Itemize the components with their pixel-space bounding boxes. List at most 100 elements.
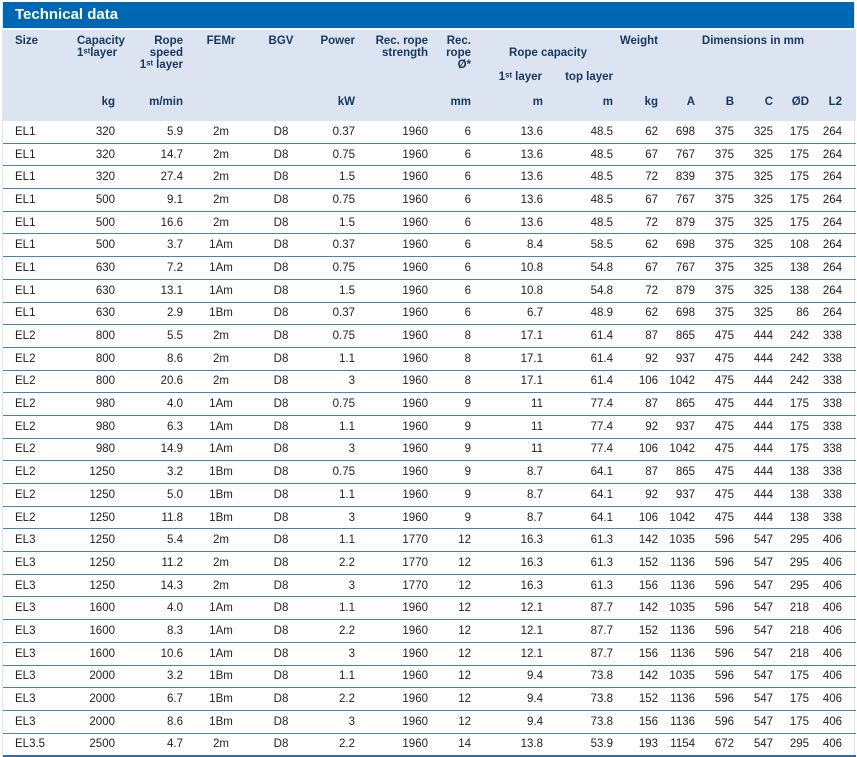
table-cell: 295 <box>779 733 816 757</box>
table-cell: 6 <box>434 143 477 167</box>
table-cell: 4.0 <box>121 596 189 621</box>
table-row: EL3 1600 4.0 1Am D8 1.1 1960 12 12.1 87.7 142 1035 5… <box>3 596 857 621</box>
table-cell: D8 <box>253 710 309 734</box>
table-cell: 9 <box>434 438 477 462</box>
table-cell: 375 <box>701 211 741 235</box>
table-cell: 547 <box>740 619 780 643</box>
table-cell: 17.1 <box>477 370 549 394</box>
table-cell: 14.3 <box>121 574 189 598</box>
table-cell: 67 <box>619 143 665 167</box>
table-cell: 48.5 <box>549 188 620 212</box>
col-header-dim-d: ØD <box>779 95 816 121</box>
table-cell: 3.7 <box>121 233 189 258</box>
table-cell: 175 <box>779 438 816 462</box>
table-cell: EL2 <box>3 392 77 416</box>
table-cell: 338 <box>815 460 857 484</box>
table-cell: 87 <box>619 324 665 348</box>
table-cell: 1136 <box>664 619 702 643</box>
table-cell: 54.8 <box>549 256 620 280</box>
table-row: EL2 800 5.5 2m D8 0.75 1960 8 17.1 61.4 87 865 475 44… <box>3 324 857 348</box>
table-cell: 375 <box>701 121 741 144</box>
table-row: EL2 1250 3.2 1Bm D8 0.75 1960 9 8.7 64.1 87 865 475 4… <box>3 460 857 484</box>
table-cell: 1960 <box>361 642 434 666</box>
table-cell: D8 <box>253 528 309 553</box>
table-cell: 12 <box>434 665 477 689</box>
table-cell: 11 <box>477 415 549 439</box>
table-cell: 2m <box>189 143 253 167</box>
col-header-top-layer: top layer <box>565 71 614 83</box>
table-cell: 10.8 <box>477 279 549 303</box>
table-cell: 1250 <box>77 528 121 553</box>
table-cell: 2000 <box>77 687 121 711</box>
table-cell: 106 <box>619 370 665 394</box>
col-header-size: Size <box>3 30 77 95</box>
table-cell: 8 <box>434 347 477 371</box>
table-cell: 1Bm <box>189 483 253 507</box>
table-cell: 2m <box>189 211 253 235</box>
table-cell: 8.6 <box>121 347 189 371</box>
table-cell: 13.6 <box>477 143 549 167</box>
col-header-dim-l2: L2 <box>815 95 857 121</box>
table-cell: 1136 <box>664 687 702 711</box>
table-cell: 444 <box>740 370 780 394</box>
table-cell: 264 <box>815 121 857 144</box>
table-cell: 1960 <box>361 460 434 484</box>
table-cell: 48.5 <box>549 143 620 167</box>
table-cell: 8 <box>434 324 477 348</box>
table-cell: 92 <box>619 347 665 371</box>
table-cell: 475 <box>701 370 741 394</box>
table-cell: 6 <box>434 211 477 235</box>
table-cell: 325 <box>740 211 780 235</box>
table-cell: EL2 <box>3 324 77 348</box>
table-cell: 13.6 <box>477 211 549 235</box>
table-cell: 16.3 <box>477 574 549 598</box>
table-cell: 6.7 <box>121 687 189 711</box>
col-header-dimensions: Dimensions in mm <box>664 30 857 95</box>
table-cell: 767 <box>664 143 702 167</box>
table-cell: 444 <box>740 324 780 348</box>
table-cell: 338 <box>815 483 857 507</box>
table-cell: 1960 <box>361 392 434 416</box>
table-cell: 879 <box>664 211 702 235</box>
table-cell: 1250 <box>77 551 121 575</box>
table-cell: 2.2 <box>309 619 361 643</box>
table-cell: EL3 <box>3 551 77 575</box>
col-header-rope-capacity: Rope capacity 1ˢᵗ layer top layer <box>477 30 620 95</box>
table-cell: 547 <box>740 687 780 711</box>
table-cell: EL3 <box>3 665 77 689</box>
table-cell: 264 <box>815 279 857 303</box>
table-cell: 406 <box>815 596 857 621</box>
col-header-capacity: Capacity 1ˢᵗlayer <box>77 30 125 95</box>
table-cell: D8 <box>253 665 309 689</box>
table-cell: 547 <box>740 596 780 621</box>
table-cell: 1770 <box>361 551 434 575</box>
table-cell: 12 <box>434 596 477 621</box>
table-cell: 54.8 <box>549 279 620 303</box>
table-cell: 937 <box>664 483 702 507</box>
table-cell: 1960 <box>361 256 434 280</box>
table-cell: 3.2 <box>121 665 189 689</box>
table-cell: 9.4 <box>477 710 549 734</box>
table-cell: 87.7 <box>549 596 620 621</box>
table-cell: 1Bm <box>189 460 253 484</box>
table-cell: 48.5 <box>549 165 620 190</box>
table-cell: 865 <box>664 460 702 484</box>
table-cell: D8 <box>253 415 309 439</box>
table-row: EL2 1250 5.0 1Bm D8 1.1 1960 9 8.7 64.1 92 937 475 44… <box>3 483 857 507</box>
table-cell: 12 <box>434 710 477 734</box>
table-row: EL1 320 14.7 2m D8 0.75 1960 6 13.6 48.5 67 767 375 3… <box>3 143 857 167</box>
unit-rope-speed: m/min <box>121 95 189 121</box>
table-cell: 375 <box>701 302 741 326</box>
table-cell: 242 <box>779 347 816 371</box>
table-cell: 6.7 <box>477 302 549 326</box>
table-cell: 152 <box>619 551 665 575</box>
table-cell: 1960 <box>361 233 434 258</box>
table-cell: 62 <box>619 121 665 144</box>
table-cell: 16.3 <box>477 528 549 553</box>
table-row: EL1 630 2.9 1Bm D8 0.37 1960 6 6.7 48.9 62 698 375 32… <box>3 302 857 326</box>
table-cell: D8 <box>253 392 309 416</box>
table-cell: D8 <box>253 211 309 235</box>
table-cell: 16.6 <box>121 211 189 235</box>
table-cell: 12.1 <box>477 619 549 643</box>
